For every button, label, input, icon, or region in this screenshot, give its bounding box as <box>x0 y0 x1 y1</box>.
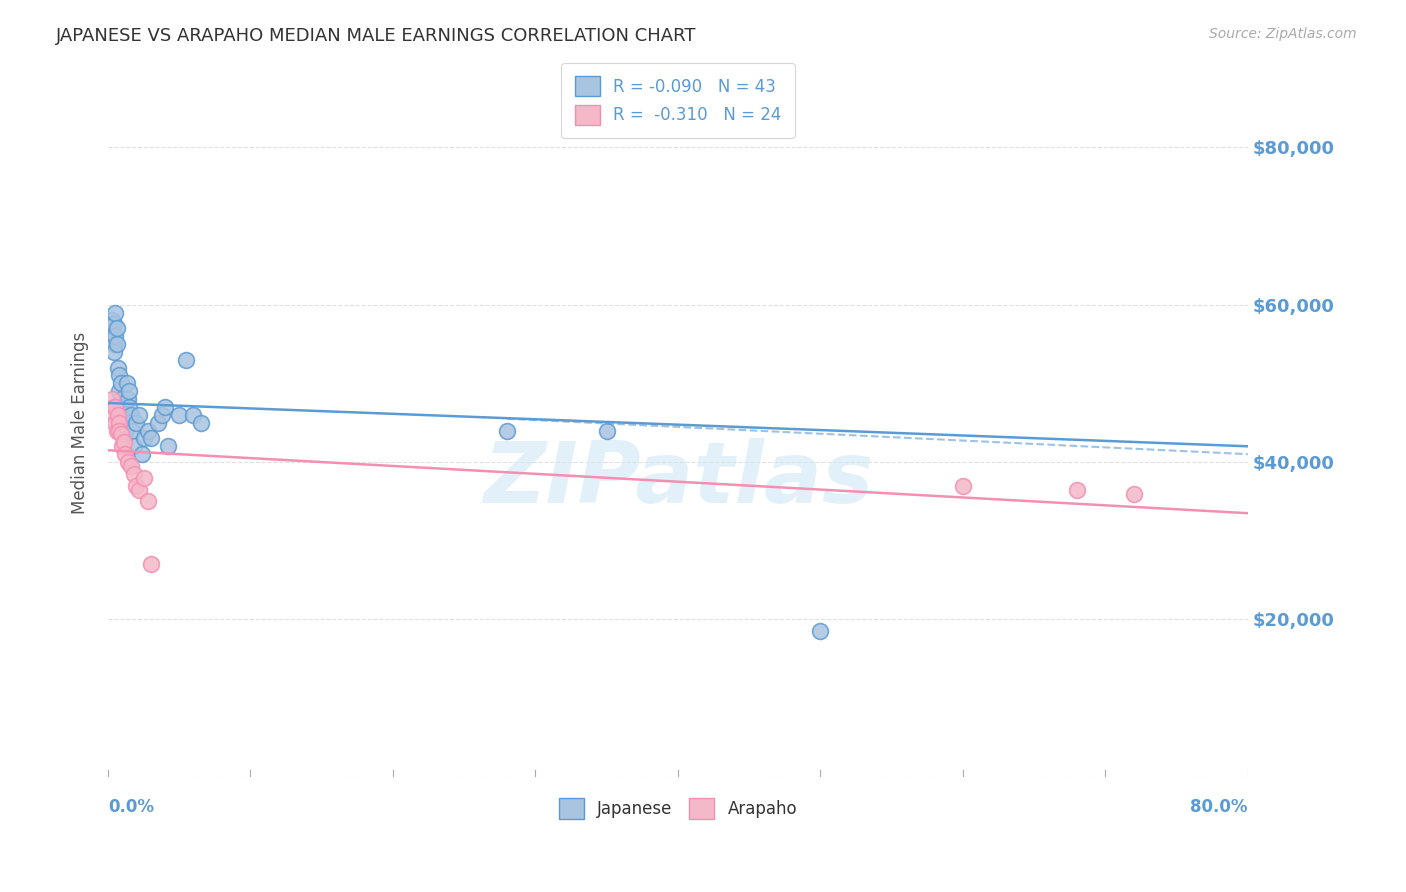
Point <box>111 400 134 414</box>
Text: ZIPatlas: ZIPatlas <box>482 438 873 521</box>
Point <box>176 352 198 367</box>
Point <box>108 384 131 399</box>
Point <box>136 424 159 438</box>
Point <box>596 424 619 438</box>
Text: JAPANESE VS ARAPAHO MEDIAN MALE EARNINGS CORRELATION CHART: JAPANESE VS ARAPAHO MEDIAN MALE EARNINGS… <box>56 27 697 45</box>
Point <box>120 408 142 422</box>
Point <box>118 400 141 414</box>
Point <box>115 376 138 391</box>
Point <box>101 392 124 406</box>
Point <box>104 416 127 430</box>
Point <box>101 313 124 327</box>
Y-axis label: Median Male Earnings: Median Male Earnings <box>72 332 89 514</box>
Point <box>128 408 150 422</box>
Point <box>125 416 148 430</box>
Point <box>156 439 179 453</box>
Point <box>136 494 159 508</box>
Point <box>105 337 128 351</box>
Point <box>810 624 832 639</box>
Point <box>111 416 134 430</box>
Point <box>122 439 145 453</box>
Point <box>139 558 162 572</box>
Point <box>114 447 136 461</box>
Point <box>132 432 155 446</box>
Point <box>112 435 135 450</box>
Point <box>104 400 127 414</box>
Point <box>125 478 148 492</box>
Point <box>128 483 150 497</box>
Text: 0.0%: 0.0% <box>108 798 155 816</box>
Point <box>117 392 139 406</box>
Point <box>146 416 169 430</box>
Point <box>132 471 155 485</box>
Point <box>103 344 125 359</box>
Point <box>107 360 129 375</box>
Point <box>107 408 129 422</box>
Legend: Japanese, Arapaho: Japanese, Arapaho <box>553 791 804 825</box>
Point <box>190 416 212 430</box>
Point <box>952 478 974 492</box>
Point <box>108 416 131 430</box>
Point <box>153 400 176 414</box>
Point <box>139 432 162 446</box>
Point <box>104 305 127 319</box>
Point <box>121 424 143 438</box>
Point <box>183 408 205 422</box>
Point <box>117 455 139 469</box>
Point <box>150 408 173 422</box>
Point <box>103 408 125 422</box>
Text: 80.0%: 80.0% <box>1191 798 1249 816</box>
Point <box>111 439 134 453</box>
Point <box>103 318 125 332</box>
Point <box>110 427 132 442</box>
Point <box>103 337 125 351</box>
Point <box>105 321 128 335</box>
Text: Source: ZipAtlas.com: Source: ZipAtlas.com <box>1209 27 1357 41</box>
Point <box>131 447 153 461</box>
Point <box>108 368 131 383</box>
Point <box>120 458 142 473</box>
Point <box>496 424 519 438</box>
Point <box>108 424 131 438</box>
Point <box>104 329 127 343</box>
Point <box>112 408 135 422</box>
Point <box>100 321 122 335</box>
Point <box>110 376 132 391</box>
Point <box>101 329 124 343</box>
Point <box>167 408 190 422</box>
Point <box>122 467 145 481</box>
Point <box>114 424 136 438</box>
Point <box>105 424 128 438</box>
Point <box>1122 486 1144 500</box>
Point <box>118 384 141 399</box>
Point <box>110 392 132 406</box>
Point <box>103 400 125 414</box>
Point <box>1066 483 1088 497</box>
